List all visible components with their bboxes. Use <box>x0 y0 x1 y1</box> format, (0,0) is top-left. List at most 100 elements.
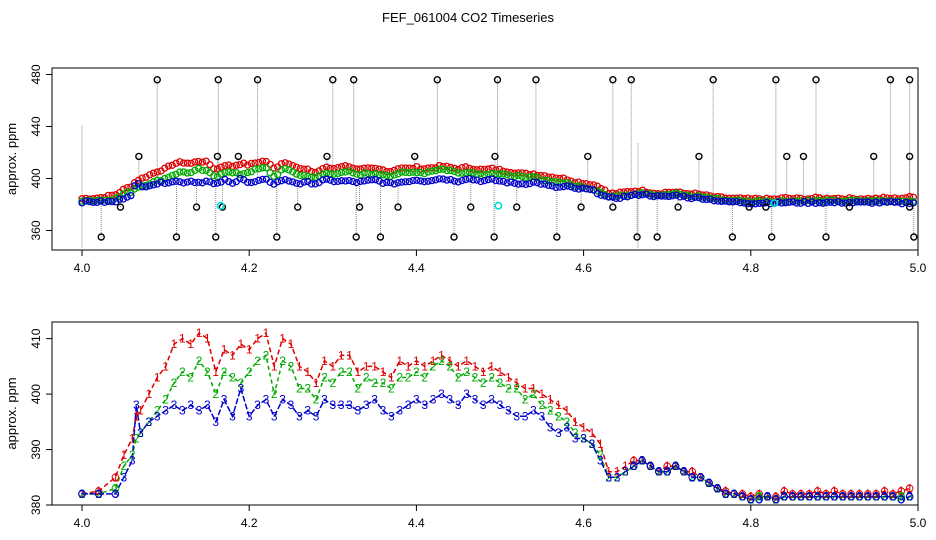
top-point-series-1 <box>138 174 146 182</box>
top-point-series-3 <box>119 195 128 203</box>
bottom-marker-series-1: 1 <box>463 354 470 368</box>
top-point-series-3 <box>469 176 477 184</box>
bottom-marker-series-1: 1 <box>179 332 186 346</box>
bottom-marker-series-3: 3 <box>304 404 311 418</box>
bottom-marker-series-1: 1 <box>430 354 437 368</box>
top-point-series-3 <box>93 198 101 207</box>
top-point-series-2 <box>100 196 109 204</box>
top-point-series-2 <box>360 169 368 177</box>
top-point-series-2 <box>349 169 357 177</box>
bottom-marker-series-2: 2 <box>154 404 161 418</box>
bottom-marker-series-1: 1 <box>254 332 261 346</box>
bottom-circle-series-1 <box>755 490 763 498</box>
bottom-marker-series-3: 3 <box>513 409 520 423</box>
top-point-series-3 <box>567 183 575 191</box>
top-outlier-point <box>394 203 402 211</box>
bottom-marker-series-1: 1 <box>95 484 102 498</box>
top-point-series-3 <box>744 200 752 208</box>
bottom-marker-series-3: 3 <box>756 492 763 506</box>
top-outlier-point <box>910 233 918 241</box>
bottom-marker-series-3: 3 <box>497 398 504 412</box>
top-point-series-3 <box>729 198 737 206</box>
bottom-marker-series-2: 2 <box>112 481 119 495</box>
bottom-marker-series-3: 3 <box>714 481 721 495</box>
top-point-series-2 <box>179 168 188 176</box>
bottom-marker-series-2: 2 <box>396 370 403 384</box>
bottom-marker-series-3: 3 <box>572 431 579 445</box>
bottom-marker-series-2: 2 <box>137 426 144 440</box>
bottom-marker-series-1: 1 <box>246 343 253 357</box>
bottom-ytick-label: 380 <box>29 495 43 515</box>
top-point-series-3 <box>138 183 146 191</box>
top-flag-point <box>770 199 779 208</box>
top-point-series-1 <box>409 164 417 173</box>
top-point-series-3 <box>368 176 376 184</box>
top-outlier-point <box>577 203 585 211</box>
bottom-marker-series-1: 1 <box>798 487 805 501</box>
top-point-series-3 <box>146 182 154 190</box>
bottom-circle-series-3 <box>855 492 864 501</box>
top-point-series-3 <box>450 177 459 185</box>
bottom-circle-series-3 <box>772 495 780 504</box>
bottom-marker-series-2: 2 <box>864 490 871 504</box>
bottom-marker-series-3: 3 <box>580 431 587 445</box>
bottom-marker-series-3: 3 <box>355 404 362 418</box>
top-point-series-3 <box>435 175 444 183</box>
top-point-series-3 <box>503 179 511 187</box>
bottom-marker-series-3: 3 <box>589 437 596 451</box>
bottom-circle-series-3 <box>897 495 906 504</box>
bottom-marker-series-3: 3 <box>237 382 244 396</box>
top-point-series-3 <box>563 182 571 190</box>
top-point-series-1 <box>541 172 549 180</box>
top-point-series-3 <box>394 179 402 187</box>
bottom-circle-series-1 <box>864 490 872 498</box>
bottom-panel: 4.0 4.2 4.4 4.6 4.8 5.0 380 390 400 410 approx. pp… <box>4 321 927 530</box>
bottom-marker-series-3: 3 <box>463 387 470 401</box>
top-outlier-point <box>653 233 661 241</box>
top-point-series-3 <box>420 178 428 186</box>
bottom-circle-series-1 <box>897 487 906 495</box>
bottom-marker-series-1: 1 <box>405 359 412 373</box>
top-point-series-1 <box>379 166 387 174</box>
top-point-series-3 <box>108 197 116 206</box>
top-point-series-2 <box>296 171 304 180</box>
top-point-series-2 <box>172 170 180 178</box>
bottom-marker-series-3: 3 <box>338 398 345 412</box>
top-point-series-2 <box>258 164 267 172</box>
bottom-marker-series-1: 1 <box>672 459 679 473</box>
bottom-circle-series-3 <box>788 492 797 501</box>
top-outlier-point <box>627 75 635 84</box>
top-outlier-point <box>253 75 262 84</box>
bottom-marker-series-3: 3 <box>697 470 704 484</box>
bottom-marker-series-2: 2 <box>689 470 696 484</box>
bottom-marker-series-1: 1 <box>881 484 888 498</box>
bottom-marker-series-2: 2 <box>413 365 420 379</box>
bottom-marker-series-1: 1 <box>747 490 754 504</box>
top-point-series-1 <box>240 159 248 167</box>
bottom-marker-series-2: 2 <box>129 448 136 462</box>
bottom-circle-series-3 <box>747 495 755 504</box>
top-point-series-2 <box>492 170 500 178</box>
bottom-marker-series-2: 2 <box>446 359 453 373</box>
top-point-series-3 <box>228 179 237 187</box>
top-point-series-3 <box>97 197 105 205</box>
bottom-marker-series-1: 1 <box>823 487 830 501</box>
bottom-marker-series-2: 2 <box>246 365 253 379</box>
bottom-marker-series-3: 3 <box>597 454 604 468</box>
bottom-marker-series-1: 1 <box>120 448 127 462</box>
top-point-series-2 <box>273 170 282 179</box>
top-point-series-2 <box>495 170 504 178</box>
top-outlier-point <box>293 203 302 211</box>
bottom-circle-series-1 <box>813 487 822 495</box>
top-point-series-3 <box>857 198 865 206</box>
top-point-series-3 <box>210 179 218 188</box>
top-point-series-2 <box>522 173 530 182</box>
bottom-marker-series-1: 1 <box>898 484 905 498</box>
bottom-marker-series-3: 3 <box>881 490 888 504</box>
top-point-series-1 <box>179 159 188 167</box>
bottom-marker-series-1: 1 <box>505 370 512 384</box>
top-outlier-point <box>355 203 364 211</box>
top-point-series-1 <box>168 161 176 169</box>
top-point-series-1 <box>371 164 380 173</box>
